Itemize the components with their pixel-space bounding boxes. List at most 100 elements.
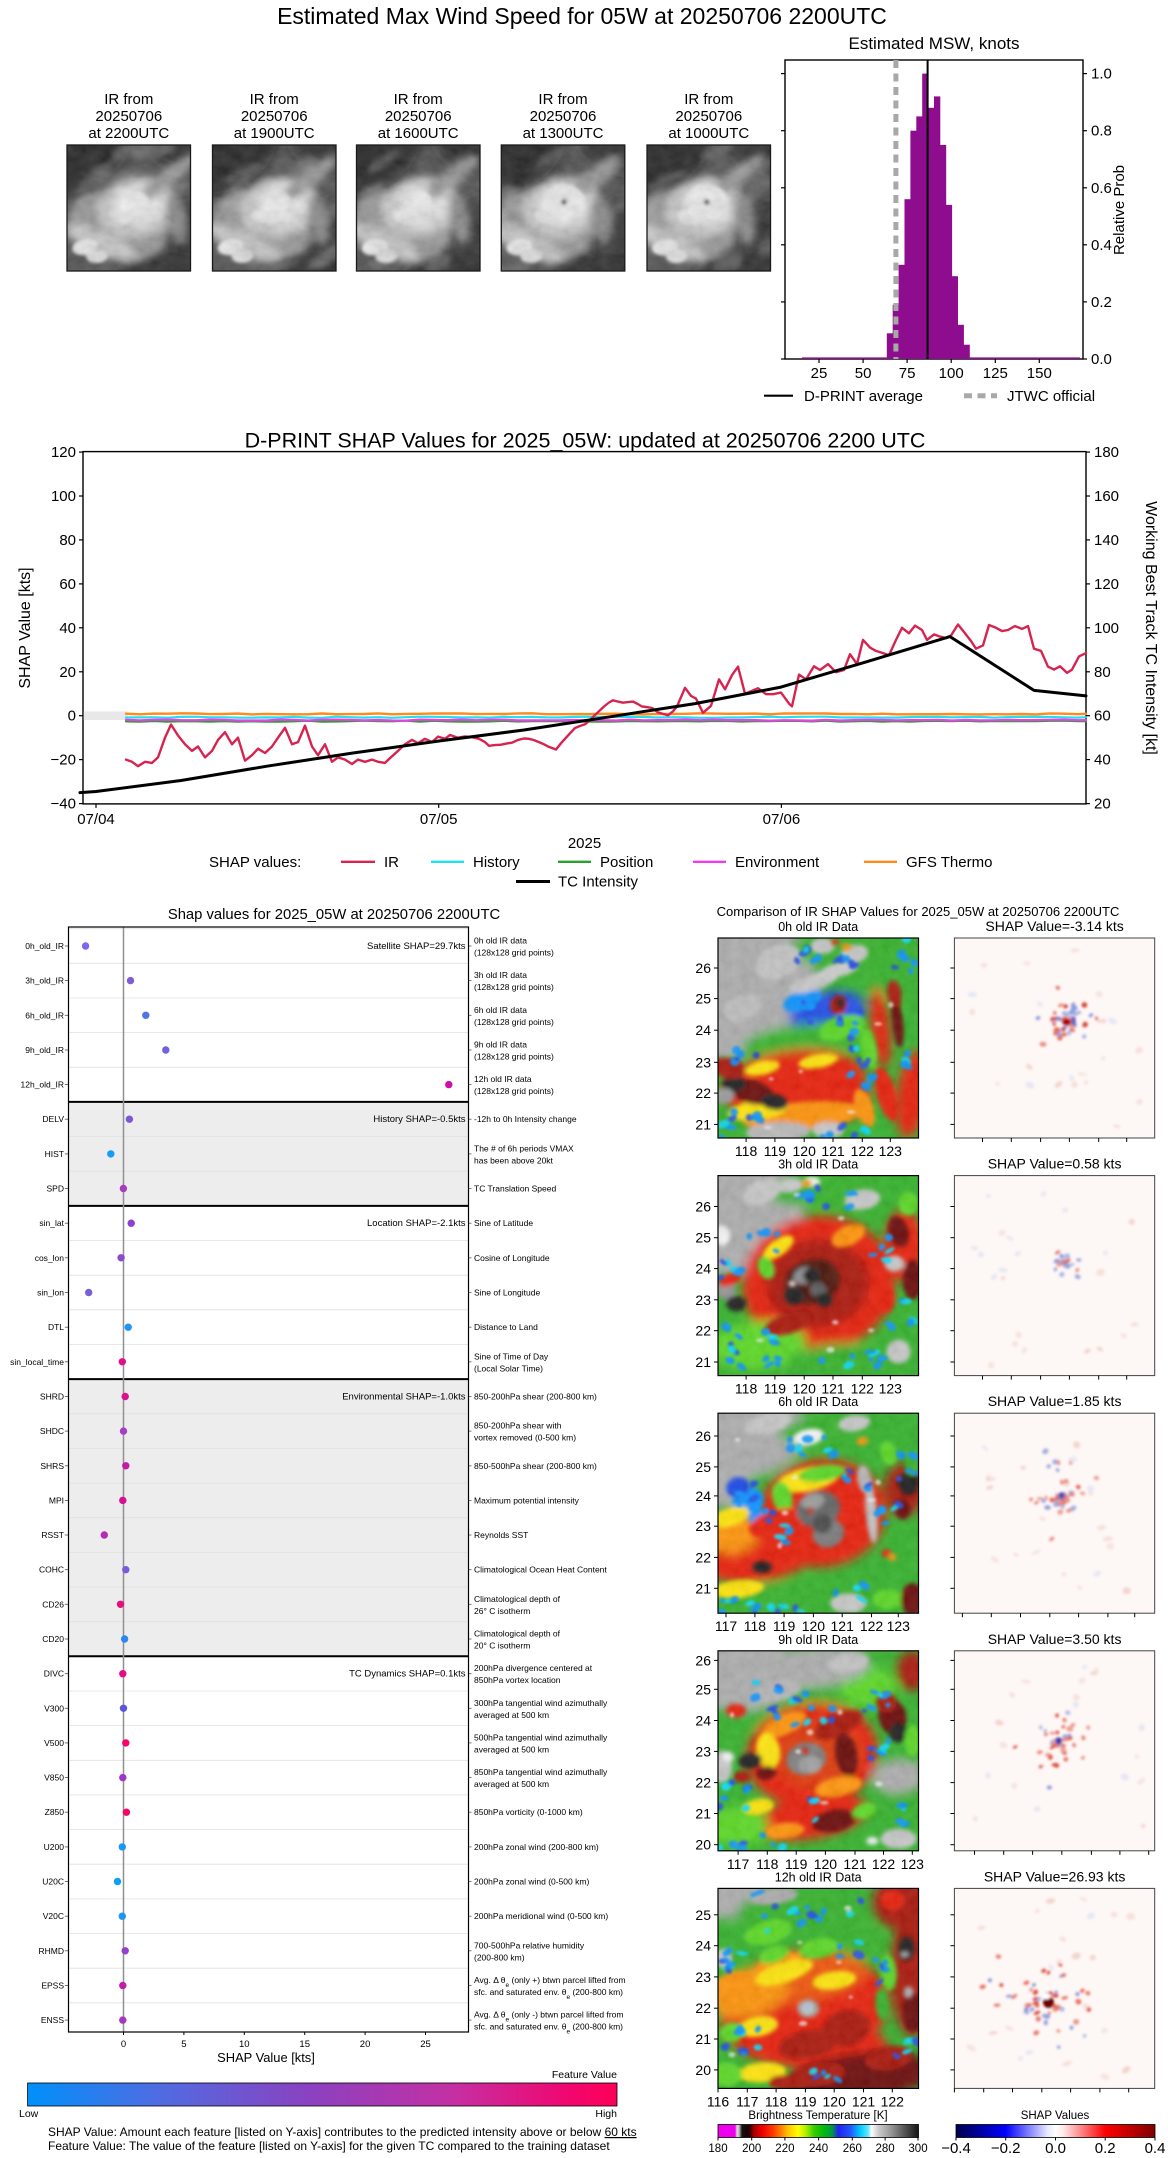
svg-text:75: 75 [899, 365, 916, 382]
svg-text:40: 40 [59, 620, 76, 637]
svg-text:SHAP Value: Amount each featur: SHAP Value: Amount each feature [listed … [48, 2125, 637, 2139]
svg-text:SHAP Value [kts]: SHAP Value [kts] [17, 567, 34, 688]
svg-text:(128x128 grid points): (128x128 grid points) [474, 1086, 554, 1096]
svg-text:26: 26 [695, 1652, 711, 1668]
svg-text:Location SHAP=-2.1kts: Location SHAP=-2.1kts [367, 1218, 466, 1229]
svg-text:SHAP Value=3.50 kts: SHAP Value=3.50 kts [988, 1631, 1122, 1647]
svg-text:Satellite SHAP=29.7kts: Satellite SHAP=29.7kts [367, 941, 466, 952]
svg-text:3h old IR data: 3h old IR data [474, 970, 527, 980]
svg-text:D-PRINT average: D-PRINT average [804, 388, 923, 405]
svg-text:26: 26 [695, 1199, 711, 1215]
svg-text:SHAP Value=1.85 kts: SHAP Value=1.85 kts [988, 1393, 1122, 1409]
svg-text:at 1000UTC: at 1000UTC [668, 125, 749, 142]
svg-text:CD26: CD26 [42, 1599, 64, 1609]
svg-text:118: 118 [765, 2093, 788, 2109]
svg-text:23: 23 [695, 1743, 711, 1759]
svg-text:1.0: 1.0 [1091, 66, 1112, 83]
svg-text:sfc. and saturated env. θe (20: sfc. and saturated env. θe (200-800 km) [474, 2022, 623, 2036]
svg-text:at 1600UTC: at 1600UTC [378, 125, 459, 142]
svg-text:120: 120 [802, 1618, 826, 1634]
svg-text:SHRD: SHRD [40, 1392, 64, 1402]
svg-text:Environment: Environment [735, 854, 820, 871]
svg-text:180: 180 [1094, 444, 1119, 461]
svg-text:60: 60 [1094, 708, 1111, 725]
svg-text:23: 23 [695, 1518, 711, 1534]
svg-text:12h old IR Data: 12h old IR Data [775, 1870, 862, 1884]
svg-text:12h_old_IR: 12h_old_IR [21, 1080, 64, 1090]
svg-text:Working Best Track TC Intensit: Working Best Track TC Intensity [kt] [1142, 501, 1159, 755]
svg-text:SHAP values:: SHAP values: [209, 854, 301, 871]
svg-text:−0.4: −0.4 [941, 2140, 971, 2157]
svg-text:RSST: RSST [41, 1530, 64, 1540]
svg-text:10: 10 [239, 2039, 250, 2050]
svg-text:25: 25 [695, 1230, 711, 1246]
svg-text:CD20: CD20 [42, 1634, 64, 1644]
svg-text:300: 300 [908, 2143, 927, 2155]
svg-text:averaged at 500 km: averaged at 500 km [474, 1710, 549, 1720]
svg-text:(128x128 grid points): (128x128 grid points) [474, 1052, 554, 1062]
svg-text:118: 118 [735, 1381, 758, 1397]
svg-text:116: 116 [707, 2093, 730, 2109]
svg-text:100: 100 [51, 488, 76, 505]
svg-text:3h_old_IR: 3h_old_IR [25, 976, 64, 986]
svg-text:118: 118 [756, 1856, 779, 1872]
svg-text:SHAP Value=-3.14 kts: SHAP Value=-3.14 kts [985, 918, 1123, 934]
svg-text:117: 117 [736, 2093, 759, 2109]
svg-text:(128x128 grid points): (128x128 grid points) [474, 982, 554, 992]
svg-text:850hPa tangential wind azimuth: 850hPa tangential wind azimuthally [474, 1767, 608, 1777]
svg-text:25: 25 [695, 1907, 711, 1923]
svg-text:MPI: MPI [49, 1495, 64, 1505]
svg-text:12h old IR data: 12h old IR data [474, 1074, 532, 1084]
svg-text:RHMD: RHMD [39, 1946, 65, 1956]
svg-text:ENSS: ENSS [41, 2015, 64, 2025]
svg-text:averaged at 500 km: averaged at 500 km [474, 1744, 549, 1754]
svg-text:0.2: 0.2 [1095, 2140, 1116, 2157]
svg-text:Reynolds SST: Reynolds SST [474, 1530, 528, 1540]
svg-text:Climatological depth of: Climatological depth of [474, 1629, 561, 1639]
svg-text:123: 123 [879, 1381, 903, 1397]
svg-text:123: 123 [901, 1856, 925, 1872]
svg-text:sin_lat: sin_lat [39, 1218, 64, 1228]
svg-text:20: 20 [695, 1837, 711, 1853]
svg-text:117: 117 [727, 1856, 750, 1872]
svg-text:20: 20 [695, 2062, 711, 2078]
svg-text:26: 26 [695, 960, 711, 976]
svg-text:Position: Position [600, 854, 653, 871]
svg-text:100: 100 [1094, 620, 1119, 637]
svg-text:200hPa zonal wind (200-800 km): 200hPa zonal wind (200-800 km) [474, 1842, 599, 1852]
svg-text:22: 22 [695, 1085, 711, 1101]
svg-text:SHDC: SHDC [40, 1426, 64, 1436]
svg-text:180: 180 [708, 2143, 727, 2155]
svg-text:200hPa zonal wind (0-500 km): 200hPa zonal wind (0-500 km) [474, 1877, 589, 1887]
svg-text:vortex removed (0-500 km): vortex removed (0-500 km) [474, 1433, 576, 1443]
svg-text:Climatological depth of: Climatological depth of [474, 1594, 561, 1604]
svg-text:220: 220 [775, 2143, 794, 2155]
svg-text:0.8: 0.8 [1091, 123, 1112, 140]
svg-text:122: 122 [851, 1143, 875, 1159]
svg-text:D-PRINT SHAP Values for 2025_0: D-PRINT SHAP Values for 2025_05W: update… [245, 430, 926, 453]
svg-text:850hPa vorticity (0-1000 km): 850hPa vorticity (0-1000 km) [474, 1807, 583, 1817]
svg-text:−0.2: −0.2 [991, 2140, 1021, 2157]
svg-text:V500: V500 [44, 1738, 64, 1748]
svg-text:Shap values for 2025_05W at 20: Shap values for 2025_05W at 20250706 220… [168, 907, 501, 923]
svg-text:IR from: IR from [538, 91, 587, 108]
svg-text:0.0: 0.0 [1045, 2140, 1066, 2157]
svg-text:25: 25 [695, 1459, 711, 1475]
svg-text:IR from: IR from [104, 91, 153, 108]
svg-text:at 1900UTC: at 1900UTC [234, 125, 315, 142]
svg-text:15: 15 [299, 2039, 310, 2050]
svg-text:21: 21 [695, 1116, 711, 1132]
svg-text:20: 20 [360, 2039, 371, 2050]
svg-text:IR from: IR from [394, 91, 443, 108]
svg-text:cos_lon: cos_lon [35, 1253, 65, 1263]
svg-text:IR: IR [384, 854, 399, 871]
svg-text:sfc. and saturated env. θe (20: sfc. and saturated env. θe (200-800 km) [474, 1987, 623, 2001]
svg-text:3h old IR Data: 3h old IR Data [778, 1158, 858, 1172]
svg-text:averaged at 500 km: averaged at 500 km [474, 1779, 549, 1789]
svg-text:118: 118 [744, 1618, 767, 1634]
svg-text:Environmental SHAP=-1.0kts: Environmental SHAP=-1.0kts [342, 1392, 466, 1403]
svg-text:80: 80 [59, 532, 76, 549]
svg-text:at 1300UTC: at 1300UTC [523, 125, 604, 142]
svg-text:60: 60 [59, 576, 76, 593]
svg-text:120: 120 [793, 1143, 817, 1159]
